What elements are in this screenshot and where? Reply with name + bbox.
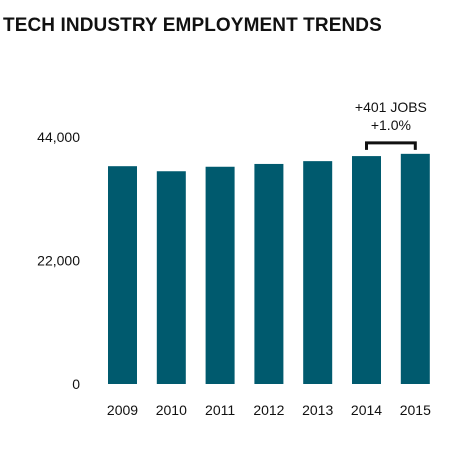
- x-tick-label: 2010: [156, 402, 187, 418]
- bar-2013: [303, 161, 333, 384]
- x-tick-label: 2009: [107, 402, 138, 418]
- bar-2012: [254, 163, 284, 384]
- x-axis-ticks: 2009 2010 2011 2012 2013 2014 2015: [107, 402, 431, 418]
- x-tick-label: 2015: [400, 402, 431, 418]
- bars: [108, 153, 430, 384]
- y-axis-ticks: 0 22,000 44,000: [37, 129, 80, 392]
- bar-2015: [400, 153, 430, 384]
- bar-2010: [156, 171, 186, 384]
- y-tick-label: 22,000: [37, 253, 80, 269]
- bar-2011: [205, 166, 235, 384]
- change-annotation: +401 JOBS +1.0%: [355, 99, 427, 150]
- y-tick-label: 44,000: [37, 129, 80, 145]
- x-tick-label: 2014: [351, 402, 382, 418]
- annotation-percent: +1.0%: [371, 117, 411, 133]
- y-tick-label: 0: [72, 376, 80, 392]
- x-tick-label: 2013: [302, 402, 333, 418]
- bar-2009: [108, 166, 137, 384]
- annotation-bracket: [365, 141, 417, 150]
- bar-2014: [352, 156, 381, 384]
- x-tick-label: 2011: [205, 402, 235, 418]
- annotation-jobs: +401 JOBS: [355, 99, 427, 115]
- x-tick-label: 2012: [253, 402, 284, 418]
- chart-title: TECH INDUSTRY EMPLOYMENT TRENDS: [3, 15, 382, 36]
